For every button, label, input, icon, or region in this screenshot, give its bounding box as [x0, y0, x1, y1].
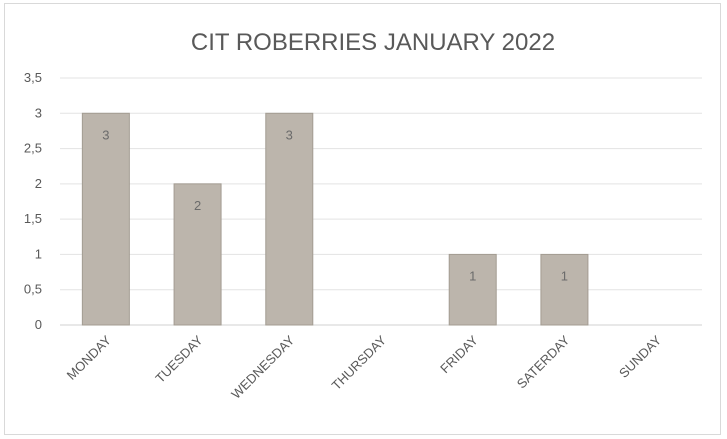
bar-monday — [81, 112, 130, 326]
x-category-label: MONDAY — [64, 332, 115, 383]
y-tick-label: 0 — [35, 317, 42, 332]
bar-tuesday — [173, 183, 222, 326]
x-category-label: TUESDAY — [152, 332, 206, 386]
y-tick-label: 0,5 — [24, 282, 42, 297]
data-label-saterday: 1 — [561, 268, 568, 283]
x-axis-categories: MONDAY TUESDAY WEDNESDAY THURSDAY FRIDAY SATE… — [64, 332, 665, 401]
x-category-label: SATERDAY — [514, 332, 573, 391]
y-tick-label: 3,5 — [24, 70, 42, 85]
data-label-monday: 3 — [102, 127, 109, 142]
x-category-label: FRIDAY — [437, 332, 481, 376]
bar-saterday — [540, 253, 589, 326]
y-tick-label: 1 — [35, 246, 42, 261]
bar-wednesday — [265, 112, 314, 326]
y-tick-label: 2,5 — [24, 141, 42, 156]
gridlines — [60, 77, 702, 326]
data-label-friday: 1 — [469, 268, 476, 283]
data-label-tuesday: 2 — [194, 198, 201, 213]
x-category-label: THURSDAY — [329, 332, 390, 393]
y-tick-label: 3 — [35, 105, 42, 120]
chart-title: CIT ROBERRIES JANUARY 2022 — [191, 29, 555, 56]
bar-friday — [448, 253, 497, 326]
x-category-label: WEDNESDAY — [228, 332, 297, 401]
y-tick-label: 2 — [35, 176, 42, 191]
x-category-label: SUNDAY — [616, 332, 664, 380]
y-axis-ticks: 0 0,5 1 1,5 2 2,5 3 3,5 — [24, 70, 42, 332]
data-label-wednesday: 3 — [286, 127, 293, 142]
bars — [81, 112, 589, 326]
y-tick-label: 1,5 — [24, 211, 42, 226]
data-labels: 3 2 3 1 1 — [102, 127, 568, 283]
